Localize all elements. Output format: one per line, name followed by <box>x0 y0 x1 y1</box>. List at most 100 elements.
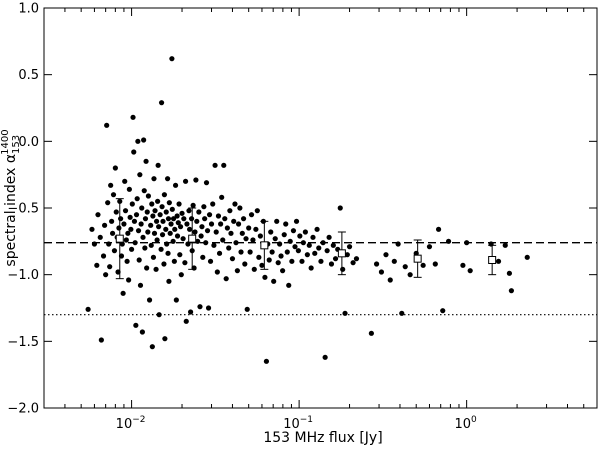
data-point <box>508 288 514 294</box>
data-point <box>136 257 142 263</box>
data-point <box>164 176 171 182</box>
data-point <box>337 205 343 211</box>
data-point <box>237 205 243 211</box>
data-point <box>506 270 513 276</box>
data-point <box>145 193 152 199</box>
y-tick-label: −2.0 <box>7 402 39 417</box>
data-point <box>240 216 247 222</box>
data-point <box>234 268 240 274</box>
data-point <box>197 304 203 310</box>
binned-mean-marker <box>488 256 497 264</box>
data-point <box>124 258 130 264</box>
data-point <box>182 178 189 184</box>
data-point <box>95 212 101 218</box>
data-point <box>407 272 413 278</box>
y-tick-label: −1.0 <box>7 268 39 283</box>
data-point <box>125 230 131 236</box>
data-point <box>195 238 201 244</box>
data-point <box>158 246 164 252</box>
data-point <box>200 254 206 260</box>
data-point <box>269 249 275 255</box>
reference-lines <box>44 242 597 316</box>
data-point <box>440 308 446 314</box>
data-point <box>289 258 295 264</box>
data-point <box>184 221 190 227</box>
data-point <box>271 278 277 284</box>
data-point <box>181 216 187 222</box>
data-point <box>251 266 257 272</box>
data-point <box>426 244 433 250</box>
data-point <box>165 216 172 222</box>
data-point <box>141 188 147 194</box>
data-point <box>169 56 175 62</box>
data-point <box>143 158 149 164</box>
data-point <box>198 233 204 239</box>
x-tick-label: 10−1 <box>283 415 313 432</box>
data-point <box>168 221 174 227</box>
x-tick-exponent: −2 <box>132 415 145 425</box>
data-point <box>524 254 530 260</box>
data-point <box>420 262 426 268</box>
data-point <box>153 218 160 224</box>
data-point <box>274 218 280 224</box>
data-point <box>155 198 161 204</box>
data-point <box>188 216 195 222</box>
data-point <box>257 233 263 239</box>
data-point <box>134 196 140 202</box>
data-point <box>280 268 286 274</box>
data-point <box>123 237 129 243</box>
x-tick-exponent: 0 <box>471 415 477 425</box>
x-tick-base: 10 <box>455 417 472 432</box>
data-point <box>127 214 133 220</box>
y-tick-label: −1.5 <box>7 335 39 350</box>
y-axis-title-main: spectral index α <box>3 154 19 267</box>
data-point <box>244 306 250 312</box>
data-point <box>142 216 149 222</box>
scatter-points <box>85 56 530 364</box>
data-point <box>129 201 135 207</box>
data-point <box>212 162 218 168</box>
data-point <box>328 261 335 267</box>
data-point <box>228 230 234 236</box>
data-point <box>286 282 292 288</box>
y-axis-ticks: 1.0 0.5 0.0 −0.5 −1.0 −1.5 −2.0 <box>7 2 597 417</box>
data-point <box>161 192 168 198</box>
data-point <box>275 260 281 266</box>
data-point <box>316 245 322 251</box>
data-point <box>254 208 260 214</box>
data-point <box>266 257 272 263</box>
data-point <box>460 262 466 268</box>
data-point <box>113 209 119 215</box>
data-point <box>326 234 332 240</box>
data-point <box>206 212 213 218</box>
data-point <box>151 176 157 182</box>
data-point <box>131 218 138 224</box>
data-point <box>138 221 144 227</box>
data-point <box>186 208 192 214</box>
data-point <box>116 225 122 231</box>
data-point <box>495 258 502 264</box>
data-point <box>160 218 166 224</box>
data-point <box>243 236 249 242</box>
y-tick-label: 0.5 <box>18 68 39 83</box>
data-point <box>373 261 380 267</box>
data-point <box>169 206 175 212</box>
data-point <box>290 228 297 234</box>
data-point <box>299 258 305 264</box>
data-point <box>139 329 145 335</box>
data-point <box>220 237 226 243</box>
data-point <box>250 237 256 243</box>
data-point <box>142 245 148 251</box>
data-point <box>163 226 169 232</box>
data-point <box>219 194 225 200</box>
data-point <box>165 250 171 256</box>
data-point <box>145 229 151 235</box>
data-point <box>103 272 109 278</box>
data-point <box>192 229 198 235</box>
data-point <box>342 310 348 316</box>
data-point <box>314 226 320 232</box>
data-point <box>166 278 172 284</box>
data-point <box>89 226 95 232</box>
data-point <box>175 220 181 226</box>
